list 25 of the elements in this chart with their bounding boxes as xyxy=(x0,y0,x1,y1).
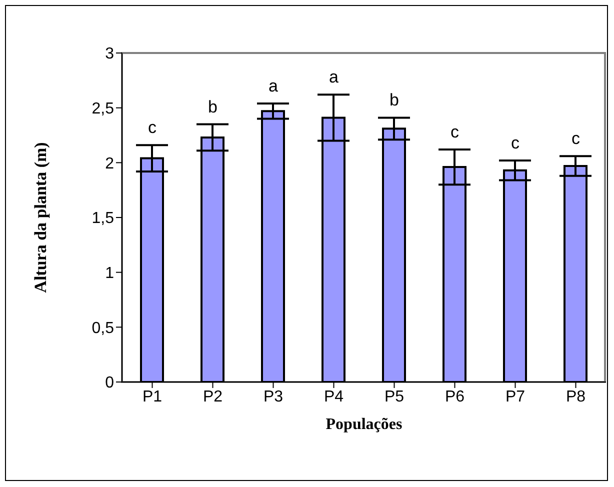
annotation: a xyxy=(329,68,340,87)
x-tick-label: P2 xyxy=(202,388,223,406)
annotation: c xyxy=(148,118,157,138)
y-tick-label: 3 xyxy=(105,46,114,63)
y-tick-label: 0 xyxy=(105,374,114,392)
x-axis-title: Populações xyxy=(326,416,402,433)
x-tick-label: P4 xyxy=(324,388,344,406)
y-tick-label: 1,5 xyxy=(92,210,114,228)
y-tick-label: 2 xyxy=(105,155,114,172)
y-tick-label: 2,5 xyxy=(92,100,114,118)
annotation: c xyxy=(511,133,520,152)
annotation: a xyxy=(268,76,279,96)
x-tick-label: P7 xyxy=(505,388,526,406)
y-tick-label: 0,5 xyxy=(92,320,114,337)
annotation: c xyxy=(572,129,580,148)
y-axis-title: Altura da planta (m) xyxy=(31,142,50,293)
x-tick-label: P5 xyxy=(384,388,404,406)
x-tick-label: P6 xyxy=(444,388,465,406)
x-tick-label: P1 xyxy=(142,388,162,406)
annotation: c xyxy=(450,122,460,142)
y-tick-label: 1 xyxy=(105,265,114,282)
x-tick-label: P8 xyxy=(566,388,586,406)
annotation: b xyxy=(208,97,218,116)
x-tick-label: P3 xyxy=(263,388,284,406)
annotation: b xyxy=(390,90,399,110)
